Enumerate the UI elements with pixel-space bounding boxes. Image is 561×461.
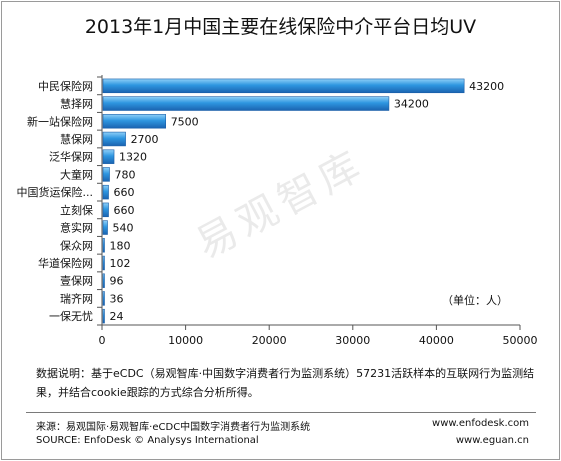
data-label: 1320 bbox=[119, 151, 147, 164]
data-label: 34200 bbox=[394, 98, 429, 111]
bar bbox=[102, 167, 110, 182]
bar-chart: 中民保险网 43200 慧择网 34200 新一站保险网 7500 慧保网 2700 泛华保网 1… bbox=[17, 75, 538, 347]
x-tick-label: 30000 bbox=[335, 334, 370, 347]
category-label: 保众网 bbox=[60, 238, 93, 252]
source-cn: 来源：易观国际·易观智库·eCDC中国数字消费者行为监测系统 bbox=[36, 422, 311, 433]
category-label: 壹保网 bbox=[60, 274, 93, 288]
bar bbox=[102, 114, 167, 129]
data-label: 2700 bbox=[131, 133, 159, 146]
bar bbox=[102, 220, 108, 235]
category-label: 泛华保网 bbox=[49, 150, 93, 164]
category-label: 瑞齐网 bbox=[60, 291, 93, 305]
category-label: 意实网 bbox=[60, 221, 93, 235]
bar bbox=[102, 149, 115, 164]
bar bbox=[102, 96, 390, 111]
x-tick-label: 10000 bbox=[168, 334, 203, 347]
data-label: 180 bbox=[110, 239, 131, 252]
category-label: 立刻保 bbox=[60, 203, 93, 217]
category-label: 一保无忧 bbox=[49, 309, 93, 323]
bar bbox=[102, 202, 109, 218]
data-label: 102 bbox=[110, 257, 131, 270]
url-eguan[interactable]: www.eguan.cn bbox=[455, 435, 529, 446]
url-enfodesk[interactable]: www.enfodesk.com bbox=[432, 418, 529, 429]
bar bbox=[102, 131, 126, 147]
bar bbox=[102, 78, 465, 94]
data-label: 660 bbox=[114, 186, 135, 199]
x-tick-label: 40000 bbox=[419, 334, 454, 347]
category-label: 慧择网 bbox=[60, 97, 93, 111]
bar bbox=[102, 273, 105, 288]
footer-divider bbox=[26, 412, 536, 413]
data-label: 96 bbox=[110, 275, 124, 288]
bar bbox=[102, 184, 109, 200]
data-label: 7500 bbox=[171, 115, 199, 128]
x-tick-label: 50000 bbox=[503, 334, 538, 347]
x-tick-label: 20000 bbox=[252, 334, 287, 347]
category-label: 大童网 bbox=[60, 167, 93, 181]
category-label: 慧保网 bbox=[60, 132, 93, 146]
data-label: 660 bbox=[114, 204, 135, 217]
bar bbox=[102, 291, 105, 306]
data-label: 780 bbox=[115, 168, 136, 181]
unit-note: （单位：人） bbox=[442, 294, 508, 307]
chart-title: 2013年1月中国主要在线保险中介平台日均UV bbox=[84, 16, 477, 38]
data-label: 43200 bbox=[469, 80, 504, 93]
data-label: 24 bbox=[110, 310, 124, 323]
data-label: 540 bbox=[113, 222, 134, 235]
bar bbox=[102, 238, 105, 253]
data-label: 36 bbox=[110, 292, 124, 305]
category-label: 中国货运保险... bbox=[17, 185, 94, 199]
data-note: 数据说明：基于eCDC（易观智库·中国数字消费者行为监测系统）57231活跃样本… bbox=[36, 367, 535, 399]
x-tick-label: 0 bbox=[99, 334, 106, 347]
category-label: 新一站保险网 bbox=[27, 114, 93, 128]
category-label: 中民保险网 bbox=[38, 79, 93, 93]
source-en: SOURCE: EnfoDesk © Analysys Internationa… bbox=[36, 435, 259, 446]
bar bbox=[102, 308, 105, 324]
bar bbox=[102, 255, 105, 271]
category-label: 华道保险网 bbox=[38, 256, 93, 270]
